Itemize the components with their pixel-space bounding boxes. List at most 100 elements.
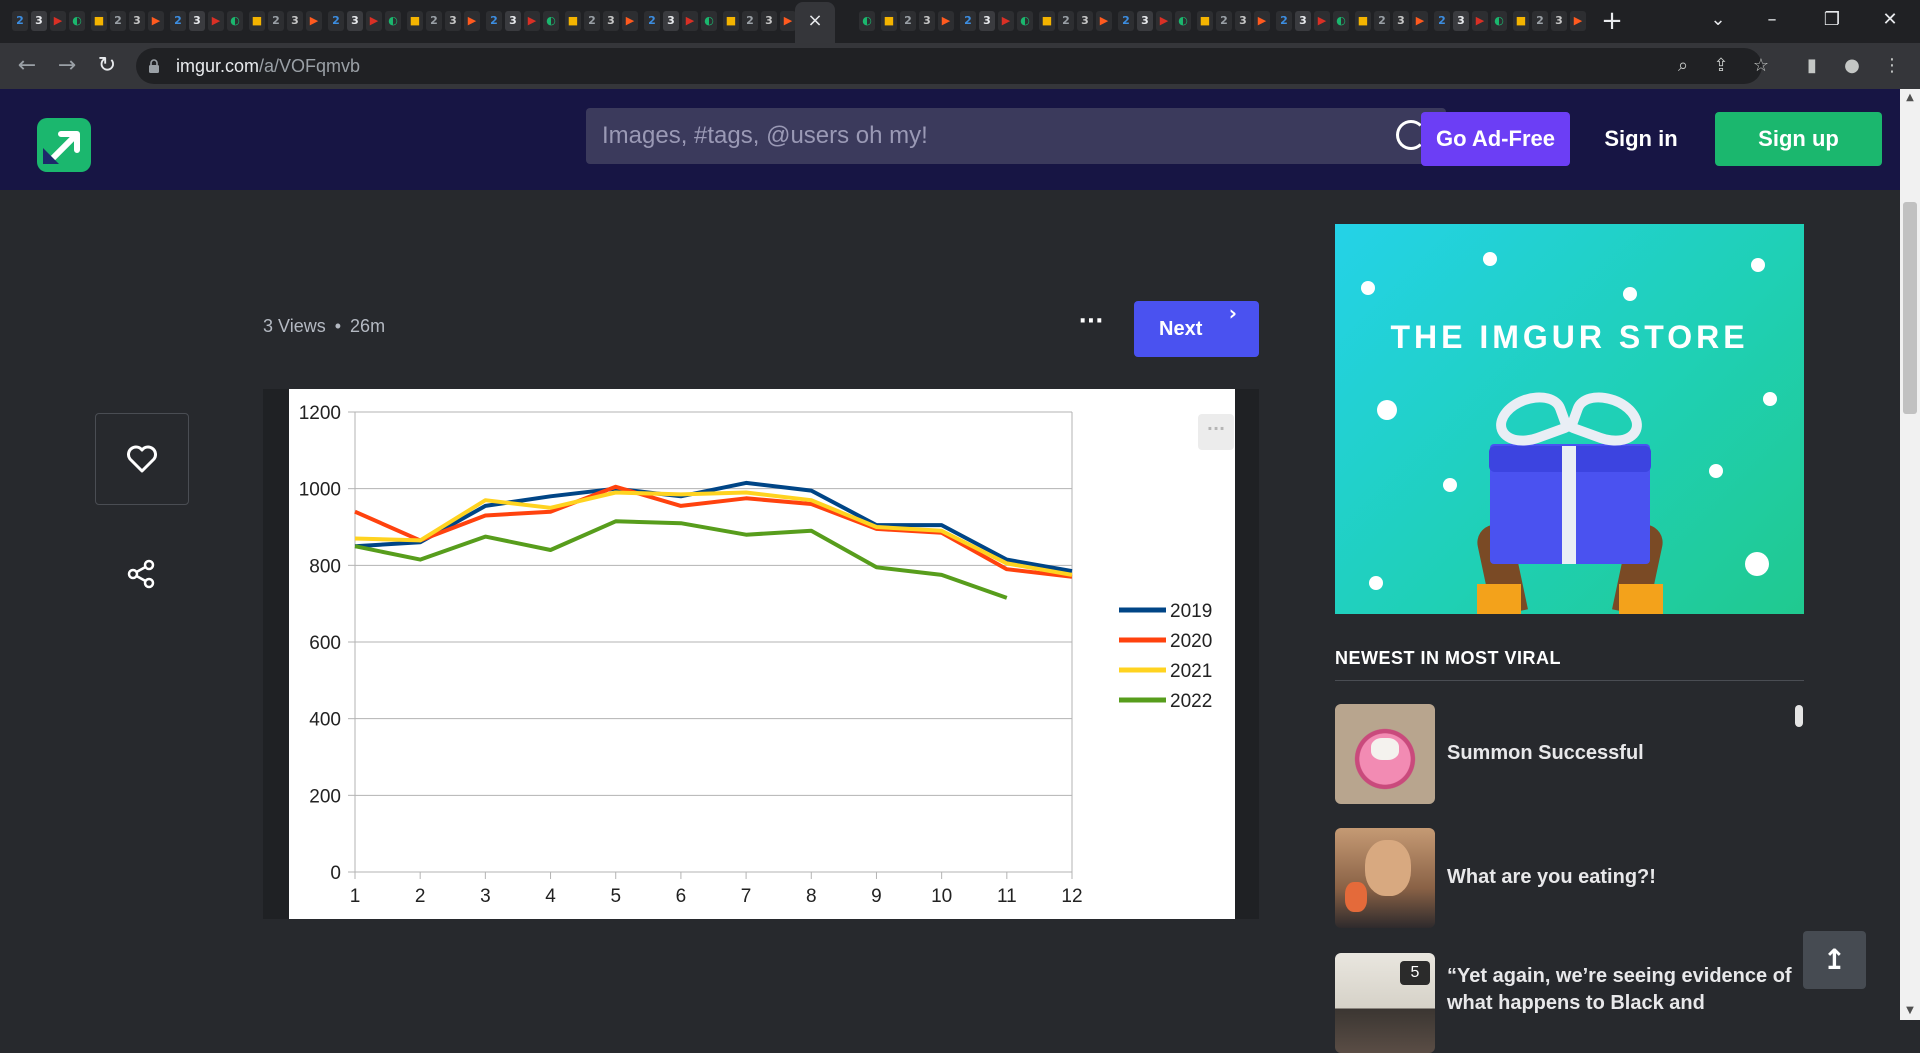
tab-favicon-icon[interactable]: 3 <box>603 11 619 31</box>
bookmark-star-icon[interactable]: ☆ <box>1752 55 1770 76</box>
go-ad-free-button[interactable]: Go Ad-Free <box>1421 112 1570 166</box>
minimize-icon[interactable]: – <box>1767 9 1777 30</box>
tab-favicon-icon[interactable]: ▶ <box>1472 11 1488 31</box>
tab-favicon-icon[interactable]: ■ <box>249 11 265 31</box>
tab-favicon-icon[interactable]: 2 <box>1374 11 1390 31</box>
tab-favicon-icon[interactable]: ▶ <box>1156 11 1172 31</box>
next-post-button[interactable]: Next › <box>1134 301 1259 357</box>
tab-favicon-icon[interactable]: 3 <box>445 11 461 31</box>
post-image-chart[interactable]: 0 200 400 600 800 1000 1200 1 2 3 4 5 6 7 8 9 10 11 12 2019… <box>289 389 1235 919</box>
tab-favicon-icon[interactable]: 2 <box>12 11 28 31</box>
tab-favicon-icon[interactable]: 3 <box>1137 11 1153 31</box>
back-to-top-button[interactable]: ↥ <box>1803 931 1866 989</box>
back-icon[interactable]: ← <box>17 53 37 78</box>
tab-favicon-icon[interactable]: 3 <box>1393 11 1409 31</box>
tab-favicon-icon[interactable]: ◐ <box>227 11 243 31</box>
tab-favicon-icon[interactable]: ■ <box>881 11 897 31</box>
tab-favicon-icon[interactable]: 2 <box>644 11 660 31</box>
tab-favicon-icon[interactable]: 3 <box>31 11 47 31</box>
sign-in-button[interactable]: Sign in <box>1604 126 1678 151</box>
tab-favicon-icon[interactable]: ▶ <box>1570 11 1586 31</box>
scroll-down-icon[interactable]: ▼ <box>1906 1005 1914 1016</box>
tab-favicon-icon[interactable]: 2 <box>486 11 502 31</box>
chrome-menu-icon[interactable]: ⋮ <box>1883 55 1901 76</box>
share-page-icon[interactable]: ⇪ <box>1713 55 1729 76</box>
post-thumbnail[interactable]: 5 <box>1335 953 1435 1053</box>
profile-icon[interactable]: ● <box>1844 55 1860 76</box>
tab-favicon-icon[interactable]: ◐ <box>859 11 875 31</box>
tab-favicon-icon[interactable]: 3 <box>1453 11 1469 31</box>
tab-favicon-icon[interactable]: 2 <box>328 11 344 31</box>
tab-favicon-icon[interactable]: ◐ <box>701 11 717 31</box>
tab-favicon-icon[interactable]: ▶ <box>1314 11 1330 31</box>
tab-favicon-icon[interactable]: 3 <box>505 11 521 31</box>
tab-favicon-icon[interactable]: ◐ <box>1017 11 1033 31</box>
tab-favicon-icon[interactable]: ▶ <box>622 11 638 31</box>
tab-favicon-icon[interactable]: ◐ <box>1491 11 1507 31</box>
tab-favicon-icon[interactable]: ◐ <box>543 11 559 31</box>
tab-favicon-icon[interactable]: ■ <box>723 11 739 31</box>
tab-favicon-icon[interactable]: 2 <box>742 11 758 31</box>
scroll-up-icon[interactable]: ▲ <box>1906 92 1914 103</box>
reload-icon[interactable]: ↻ <box>97 53 117 78</box>
post-thumbnail[interactable] <box>1335 704 1435 804</box>
tab-favicon-icon[interactable]: 2 <box>1532 11 1548 31</box>
new-tab-button[interactable]: + <box>1601 6 1623 36</box>
tab-favicon-icon[interactable]: 2 <box>1118 11 1134 31</box>
url-text[interactable]: imgur.com/a/VOFqmvb <box>176 48 360 84</box>
tab-favicon-icon[interactable]: ■ <box>1513 11 1529 31</box>
tab-favicon-icon[interactable]: ▶ <box>306 11 322 31</box>
tab-favicon-icon[interactable]: 2 <box>1276 11 1292 31</box>
tab-favicon-icon[interactable]: ■ <box>91 11 107 31</box>
tab-favicon-icon[interactable]: ▶ <box>998 11 1014 31</box>
search-icon[interactable] <box>1396 120 1426 150</box>
tab-favicon-icon[interactable]: 3 <box>979 11 995 31</box>
image-options-button[interactable]: ··· <box>1198 414 1234 450</box>
tab-favicon-icon[interactable]: ◐ <box>1333 11 1349 31</box>
search-input[interactable] <box>602 108 1382 164</box>
tab-favicon-icon[interactable]: ■ <box>565 11 581 31</box>
tab-favicon-icon[interactable]: ◐ <box>69 11 85 31</box>
tab-favicon-icon[interactable]: 2 <box>110 11 126 31</box>
tab-favicon-icon[interactable]: 2 <box>426 11 442 31</box>
favorite-button[interactable] <box>95 413 189 505</box>
tab-favicon-icon[interactable]: ▶ <box>524 11 540 31</box>
tab-favicon-icon[interactable]: ■ <box>407 11 423 31</box>
side-panel-icon[interactable]: ▮ <box>1807 55 1817 76</box>
tab-favicon-icon[interactable]: 3 <box>1295 11 1311 31</box>
tab-favicon-icon[interactable]: 2 <box>1058 11 1074 31</box>
tab-favicon-icon[interactable]: ▶ <box>208 11 224 31</box>
tab-favicon-icon[interactable]: ▶ <box>1412 11 1428 31</box>
tab-favicon-icon[interactable]: 3 <box>129 11 145 31</box>
tab-favicon-icon[interactable]: ▶ <box>148 11 164 31</box>
tab-favicon-icon[interactable]: ■ <box>1355 11 1371 31</box>
tab-favicon-icon[interactable]: ◐ <box>385 11 401 31</box>
tab-favicon-icon[interactable]: ▶ <box>50 11 66 31</box>
tab-favicon-icon[interactable]: ▶ <box>1254 11 1270 31</box>
tab-close-icon[interactable]: × <box>807 10 823 31</box>
more-options-button[interactable]: ··· <box>1078 309 1104 334</box>
tab-favicon-icon[interactable]: ▶ <box>464 11 480 31</box>
tab-search-chevron-icon[interactable]: ⌄ <box>1710 9 1726 30</box>
zoom-icon[interactable]: ⌕ <box>1677 55 1689 76</box>
tab-favicon-icon[interactable]: 2 <box>584 11 600 31</box>
post-title-link[interactable]: “Yet again, we’re seeing evidence of wha… <box>1447 965 1792 1014</box>
tab-favicon-icon[interactable]: 2 <box>1434 11 1450 31</box>
post-title-link[interactable]: Summon Successful <box>1447 742 1644 764</box>
imgur-store-ad[interactable]: THE IMGUR STORE <box>1335 224 1804 614</box>
post-thumbnail[interactable] <box>1335 828 1435 928</box>
tab-favicon-icon[interactable]: 3 <box>919 11 935 31</box>
tab-favicon-icon[interactable]: ■ <box>1039 11 1055 31</box>
tab-favicon-icon[interactable]: 3 <box>761 11 777 31</box>
tab-favicon-icon[interactable]: 2 <box>170 11 186 31</box>
share-icon[interactable] <box>127 559 157 589</box>
tab-favicon-icon[interactable]: 3 <box>347 11 363 31</box>
tab-favicon-icon[interactable]: 2 <box>900 11 916 31</box>
scrollbar-thumb[interactable] <box>1903 202 1917 414</box>
tab-favicon-icon[interactable]: ▶ <box>780 11 796 31</box>
close-window-icon[interactable]: ✕ <box>1882 9 1898 30</box>
tab-favicon-icon[interactable]: 3 <box>287 11 303 31</box>
tab-favicon-icon[interactable]: 3 <box>189 11 205 31</box>
tab-favicon-icon[interactable]: ▶ <box>1096 11 1112 31</box>
tab-favicon-icon[interactable]: 2 <box>960 11 976 31</box>
